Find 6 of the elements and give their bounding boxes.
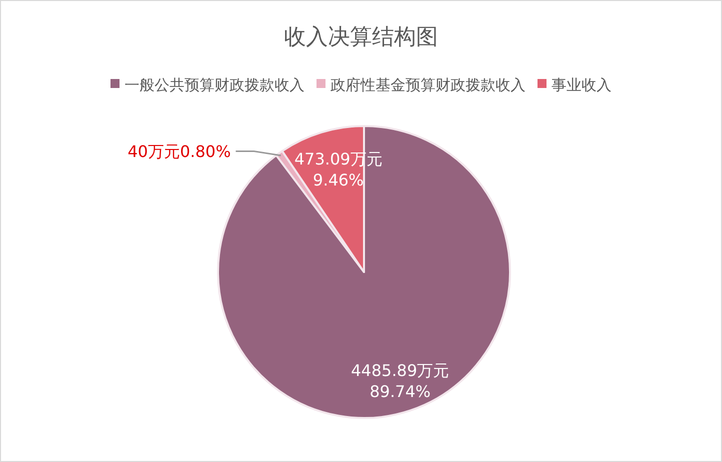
chart-title: 收入决算结构图 [284,25,438,50]
legend-label: 事业收入 [552,76,612,94]
legend-label: 一般公共预算财政拨款收入 [124,76,304,94]
legend-label: 政府性基金预算财政拨款收入 [330,76,526,94]
data-label: 40万元0.80% [128,142,231,162]
data-label: 4485.89万元 89.74% [351,361,450,402]
